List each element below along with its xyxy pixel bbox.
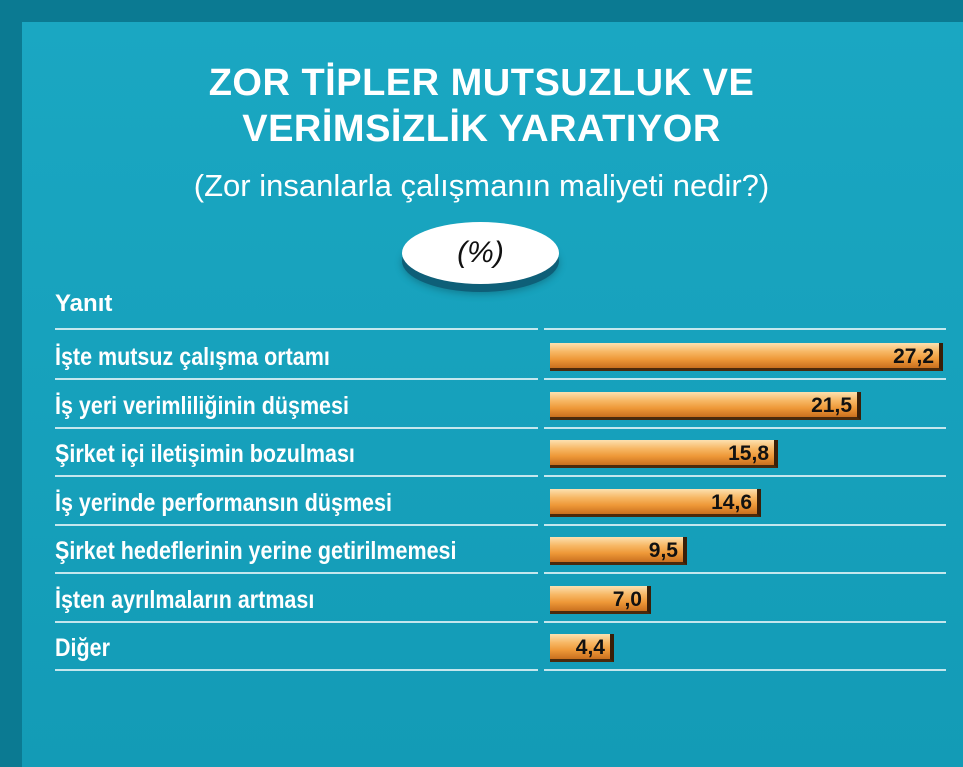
- bar: [550, 634, 614, 662]
- row-divider: [55, 475, 538, 477]
- row-divider: [544, 426, 946, 429]
- bar: [550, 585, 651, 614]
- chart-title-line-2: VERİMSİZLİK YARATIYOR: [242, 108, 721, 150]
- unit-label: (%): [457, 236, 504, 269]
- bar-value-label: 7,0: [612, 587, 642, 611]
- row-divider: [544, 475, 946, 477]
- bar-value-label: 14,6: [711, 490, 752, 514]
- row-divider: [55, 328, 538, 330]
- category-label: İş yeri verimliliğinin düşmesi: [55, 391, 349, 420]
- row-divider: [544, 572, 946, 574]
- row-divider: [55, 523, 538, 526]
- row-divider: [55, 620, 538, 623]
- bar-value-label: 27,2: [893, 345, 934, 368]
- category-label: Diğer: [55, 634, 110, 662]
- frame-left: [0, 0, 22, 767]
- row-divider: [544, 378, 946, 380]
- bar: [550, 440, 778, 468]
- unit-badge: (%): [402, 222, 559, 284]
- bar-value-label: 15,8: [728, 442, 769, 465]
- frame-top: [0, 0, 963, 22]
- bar: [550, 343, 943, 371]
- bar: [550, 488, 761, 517]
- category-label: İşte mutsuz çalışma ortamı: [55, 343, 330, 371]
- chart-title-line-1: ZOR TİPLER MUTSUZLUK VE: [208, 62, 755, 104]
- row-divider: [55, 669, 538, 671]
- category-label: Şirket hedeflerinin yerine getirilmemesi: [55, 537, 457, 565]
- chart-subtitle: (Zor insanlarla çalışmanın maliyeti nedi…: [193, 168, 770, 203]
- row-divider: [55, 572, 538, 574]
- bar: [550, 537, 687, 565]
- category-label: Şirket içi iletişimin bozulması: [55, 440, 355, 468]
- category-label: İş yerinde performansın düşmesi: [55, 488, 392, 517]
- row-divider: [544, 669, 946, 671]
- column-header: Yanıt: [55, 290, 113, 317]
- bar: [550, 391, 861, 420]
- bar-value-label: 9,5: [648, 539, 678, 562]
- row-divider: [544, 523, 946, 526]
- chart-title: ZOR TİPLER MUTSUZLUK VE VERİMSİZLİK YARA…: [0, 60, 963, 152]
- row-divider: [544, 620, 946, 623]
- row-divider: [544, 328, 946, 330]
- row-divider: [55, 378, 538, 380]
- row-divider: [55, 426, 538, 429]
- category-label: İşten ayrılmaların artması: [55, 585, 315, 614]
- bar-value-label: 21,5: [811, 393, 852, 417]
- bar-value-label: 4,4: [575, 636, 605, 659]
